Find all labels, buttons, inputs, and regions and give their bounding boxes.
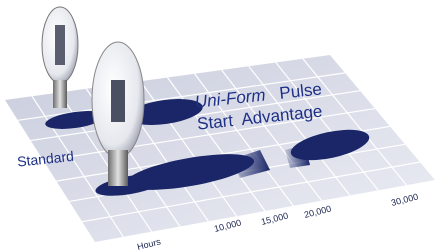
tick-label: 30,000 [390, 192, 419, 208]
axis-label: Hours [136, 236, 162, 252]
tick-label: 20,000 [303, 204, 332, 220]
tick-label: 15,000 [260, 211, 289, 227]
illustration: Uni-Form Pulse Start Advantage Standard … [0, 0, 435, 252]
tick-label: 10,000 [213, 218, 242, 234]
